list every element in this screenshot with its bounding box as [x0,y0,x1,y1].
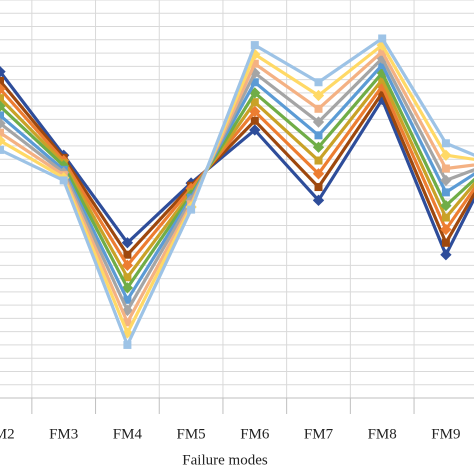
data-point [0,128,4,137]
data-point [440,199,452,212]
x-tick-label: FM7 [304,426,334,442]
data-point [0,111,4,120]
data-point [123,295,132,304]
x-tick-label: FM3 [49,426,78,442]
data-point [441,164,450,173]
data-point [440,149,452,161]
data-point [378,61,387,70]
data-point [312,141,325,153]
data-point [250,98,259,107]
series [0,34,474,349]
x-tick-label: FM4 [113,426,143,442]
data-point [0,94,4,103]
data-point [0,76,4,85]
data-point [59,176,68,185]
data-point [250,116,259,125]
x-tick-label: FM2 [0,426,15,442]
data-point [249,124,261,136]
data-point [314,183,323,192]
x-tick-label: FM8 [368,426,397,442]
data-point [0,145,4,154]
data-point [440,223,452,236]
data-point [123,340,132,349]
x-tick-label: FM6 [240,426,270,442]
series [0,39,474,339]
data-point [314,131,323,140]
x-tick-label: FM5 [177,426,206,442]
data-point [250,78,259,87]
data-point [123,250,132,259]
data-point [187,205,196,214]
data-point [123,318,132,327]
data-point [440,174,452,187]
x-axis-title: Failure modes [182,452,268,468]
data-point [250,41,259,50]
data-point [441,213,450,222]
data-point [441,139,450,148]
data-point [123,273,132,282]
data-point [314,78,323,87]
data-point [440,249,452,261]
data-point [378,88,387,97]
data-point [378,47,387,56]
data-point [314,156,323,165]
data-point [312,168,325,180]
x-tick-label: FM9 [431,426,460,442]
data-point [441,188,450,197]
data-point [378,34,387,43]
data-point [250,59,259,68]
data-point [441,238,450,247]
data-point [312,194,325,206]
data-point [314,104,323,113]
data-point [378,75,387,84]
